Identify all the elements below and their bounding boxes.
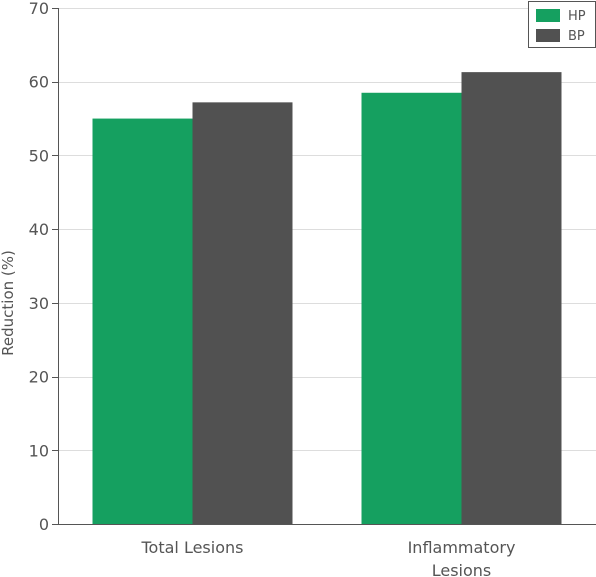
y-tick-label: 40 [29,220,49,239]
y-tick-label: 60 [29,73,49,92]
legend-label-hp: HP [568,9,586,24]
x-category-label: Total Lesions [141,538,244,557]
legend: HP BP [528,1,596,48]
x-axis-categories: Total Lesions Inflammatory Lesions [141,538,516,577]
x-category-label-line: Total Lesions [141,538,244,557]
legend-swatch-hp [536,9,560,22]
x-category-label-line: Lesions [432,561,492,577]
y-tick-label: 10 [29,441,49,460]
legend-label-bp: BP [568,29,585,44]
bar-hp-0 [92,118,193,525]
bar-hp-1 [361,92,462,525]
legend-swatch-bp [536,29,560,42]
bar-bp-0 [192,102,293,525]
y-tick-label: 30 [29,294,49,313]
y-axis-title: Reduction (%) [0,250,17,356]
bar-bp-1 [461,72,562,524]
y-tick-label: 0 [39,515,49,534]
y-tick-label: 70 [29,0,49,18]
x-category-label: Inflammatory Lesions [408,538,516,577]
bars [92,72,562,525]
y-axis-ticks: 0 10 20 30 40 50 60 70 [29,0,58,534]
y-tick-label: 50 [29,146,49,165]
x-category-label-line: Inflammatory [408,538,516,557]
y-tick-label: 20 [29,368,49,387]
